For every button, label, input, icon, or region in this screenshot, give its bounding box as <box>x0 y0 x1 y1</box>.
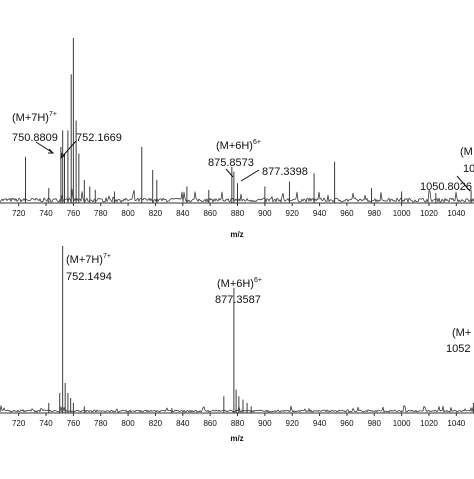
x-tick-label: 880 <box>231 209 245 218</box>
x-tick-label: 920 <box>286 209 300 218</box>
x-tick-label: 1020 <box>420 209 438 218</box>
arrowhead-top-750 <box>48 148 55 154</box>
annotation-top-mz-877: 877.3398 <box>262 166 308 178</box>
x-tick-label: 1000 <box>393 209 411 218</box>
annotation-bottom-mz-752: 752.1494 <box>66 271 112 283</box>
x-tick-label: 920 <box>286 419 300 428</box>
spectrum-bottom: 720 740 760 780 800 820 840 860 880 900 920 940 960 9… <box>0 246 474 443</box>
x-tick-label: 1040 <box>447 419 465 428</box>
x-tick-label: 900 <box>258 419 272 428</box>
annotation-top-m6h-ion: (M+6H)6+ <box>216 139 261 152</box>
x-tick-label: 720 <box>12 419 26 428</box>
x-tick-label: 1040 <box>447 209 465 218</box>
x-tick-label: 720 <box>12 209 26 218</box>
arrow-top-1050 <box>456 175 471 192</box>
x-tick-label: 740 <box>39 209 53 218</box>
x-tick-label: 940 <box>313 419 327 428</box>
arrow-top-752 <box>60 140 77 159</box>
annotation-bottom-m-ion-partial: (M+ <box>452 327 471 339</box>
arrow-top-877 <box>240 169 260 182</box>
arrow-top-750 <box>35 141 54 154</box>
annotation-top-m-ion-partial: (M <box>460 146 473 158</box>
x-tick-label: 1020 <box>420 419 438 428</box>
annotation-bottom-mz-877: 877.3587 <box>215 294 261 306</box>
x-tick-label: 860 <box>203 419 217 428</box>
spectrum-top-ticks: 720 740 760 780 800 820 840 860 880 900 920 940 960 9… <box>12 203 466 218</box>
x-tick-label: 900 <box>258 209 272 218</box>
spectrum-top-peaks <box>25 38 472 203</box>
annotation-bottom-m6h-ion: (M+6H)6+ <box>217 277 262 290</box>
x-tick-label: 1000 <box>393 419 411 428</box>
x-tick-label: 800 <box>121 209 135 218</box>
spectrum-top-x-axis-title: m/z <box>230 230 243 239</box>
arrow-top-875 <box>225 168 234 178</box>
x-tick-label: 820 <box>149 209 163 218</box>
annotation-bottom-m7h-ion: (M+7H)7+ <box>66 253 111 266</box>
x-tick-label: 820 <box>149 419 163 428</box>
annotation-top-m7h-ion: (M+7H)7+ <box>12 111 57 124</box>
x-tick-label: 880 <box>231 419 245 428</box>
annotation-top-mz-1050: 1050.8026 <box>420 181 472 193</box>
x-tick-label: 800 <box>121 419 135 428</box>
x-tick-label: 980 <box>368 209 382 218</box>
x-tick-label: 960 <box>340 209 354 218</box>
x-tick-label: 760 <box>67 419 81 428</box>
x-tick-label: 740 <box>39 419 53 428</box>
x-tick-label: 960 <box>340 419 354 428</box>
x-tick-label: 840 <box>176 209 190 218</box>
annotation-top-mz-875: 875.8573 <box>208 157 254 169</box>
x-tick-label: 760 <box>67 209 81 218</box>
annotation-bottom-mz-1052-partial: 1052 <box>446 343 470 355</box>
x-tick-label: 860 <box>203 209 217 218</box>
arrowhead-top-752 <box>60 152 66 160</box>
x-tick-label: 780 <box>94 209 108 218</box>
x-tick-label: 780 <box>94 419 108 428</box>
spectrum-top: 720 740 760 780 800 820 840 860 880 900 920 940 960 9… <box>0 38 474 239</box>
spectrum-bottom-ticks: 720 740 760 780 800 820 840 860 880 900 920 940 960 9… <box>12 413 466 428</box>
annotation-top-mz-10-partial: 10 <box>463 163 474 175</box>
annotation-top-mz-752: 752.1669 <box>76 132 122 144</box>
x-tick-label: 980 <box>368 419 382 428</box>
x-tick-label: 940 <box>313 209 327 218</box>
spectrum-bottom-x-axis-title: m/z <box>230 434 243 443</box>
spectrum-bottom-trace <box>0 405 474 413</box>
annotation-top-mz-750: 750.8809 <box>12 132 58 144</box>
x-tick-label: 840 <box>176 419 190 428</box>
spectrum-bottom-peaks <box>48 246 474 413</box>
